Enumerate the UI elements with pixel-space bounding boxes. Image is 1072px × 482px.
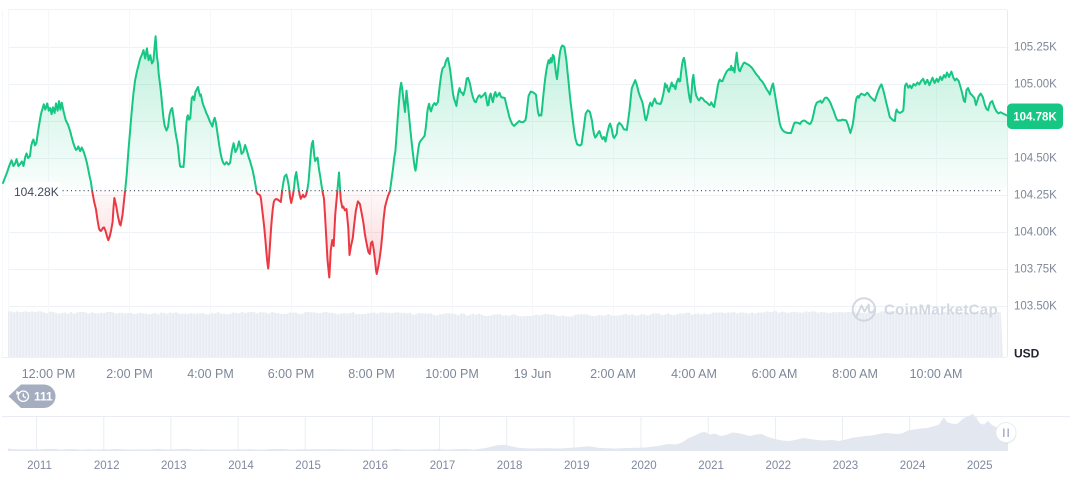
svg-text:2016: 2016 xyxy=(363,460,389,472)
svg-text:2024: 2024 xyxy=(900,460,926,472)
svg-text:12:00 PM: 12:00 PM xyxy=(22,367,76,381)
svg-text:103.75K: 103.75K xyxy=(1014,264,1057,276)
svg-text:103.50K: 103.50K xyxy=(1014,301,1057,313)
svg-text:4:00 PM: 4:00 PM xyxy=(187,367,234,381)
svg-text:104.25K: 104.25K xyxy=(1014,190,1057,202)
svg-text:2015: 2015 xyxy=(295,460,321,472)
svg-text:104.00K: 104.00K xyxy=(1014,227,1057,239)
svg-text:111: 111 xyxy=(34,390,53,404)
svg-text:10:00 PM: 10:00 PM xyxy=(425,367,479,381)
svg-text:105.00K: 105.00K xyxy=(1014,79,1057,91)
svg-text:105.25K: 105.25K xyxy=(1014,42,1057,54)
svg-text:2012: 2012 xyxy=(94,460,120,472)
svg-text:2017: 2017 xyxy=(430,460,456,472)
svg-text:2021: 2021 xyxy=(698,460,724,472)
svg-text:6:00 PM: 6:00 PM xyxy=(268,367,315,381)
svg-text:104.28K: 104.28K xyxy=(14,185,59,199)
svg-text:19 Jun: 19 Jun xyxy=(514,367,552,381)
svg-text:USD: USD xyxy=(1014,347,1040,361)
svg-text:6:00 AM: 6:00 AM xyxy=(752,367,798,381)
svg-text:10:00 AM: 10:00 AM xyxy=(910,367,963,381)
svg-text:2:00 PM: 2:00 PM xyxy=(106,367,153,381)
svg-text:4:00 AM: 4:00 AM xyxy=(671,367,717,381)
svg-text:2025: 2025 xyxy=(967,460,993,472)
svg-text:2023: 2023 xyxy=(833,460,859,472)
svg-text:2019: 2019 xyxy=(564,460,590,472)
svg-text:2020: 2020 xyxy=(631,460,657,472)
svg-text:2014: 2014 xyxy=(228,460,254,472)
svg-text:2022: 2022 xyxy=(766,460,792,472)
svg-text:2011: 2011 xyxy=(27,460,52,472)
svg-text:8:00 PM: 8:00 PM xyxy=(348,367,395,381)
svg-text:2018: 2018 xyxy=(497,460,523,472)
svg-text:104.50K: 104.50K xyxy=(1014,153,1057,165)
svg-text:2:00 AM: 2:00 AM xyxy=(590,367,636,381)
svg-text:104.78K: 104.78K xyxy=(1013,112,1057,124)
svg-text:2013: 2013 xyxy=(161,460,187,472)
svg-text:8:00 AM: 8:00 AM xyxy=(832,367,878,381)
svg-text:CoinMarketCap: CoinMarketCap xyxy=(884,302,998,319)
